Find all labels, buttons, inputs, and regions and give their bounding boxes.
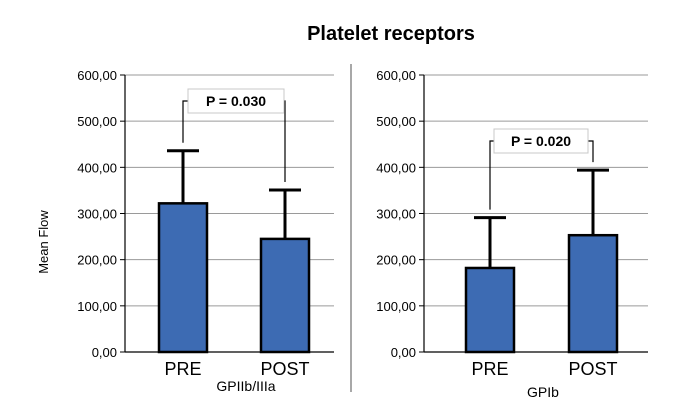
- x-axis-label: GPIb: [527, 384, 559, 400]
- chart-panel-2: 0,00 100,00 200,00 300,00 400,00 500,00 600,00…: [376, 68, 648, 400]
- bar-post: [259, 237, 311, 354]
- x-tick-label: POST: [568, 359, 617, 379]
- y-tick-label: 600,00: [376, 68, 416, 83]
- bracket-right: [588, 140, 594, 163]
- y-tick-label: 0,00: [391, 345, 416, 360]
- y-tick-label: 200,00: [376, 253, 416, 268]
- y-tick-label: 200,00: [77, 253, 117, 268]
- chart-panel-1: 0,00 100,00 200,00 300,00 400,00 500,00 600,00…: [77, 68, 334, 394]
- chart-panels: 0,00 100,00 200,00 300,00 400,00 500,00 600,00…: [77, 68, 648, 400]
- y-tick-label: 100,00: [376, 299, 416, 314]
- y-tick-label: 100,00: [77, 299, 117, 314]
- bracket-left: [182, 100, 188, 143]
- bracket-left: [489, 140, 494, 210]
- y-tick-label: 300,00: [376, 207, 416, 222]
- x-tick-label: POST: [260, 359, 309, 379]
- y-tick-label: 300,00: [77, 207, 117, 222]
- y-axis-label: Mean Flow: [36, 210, 51, 274]
- x-tick-label: PRE: [164, 359, 201, 379]
- y-tick-label: 400,00: [77, 160, 117, 175]
- x-axis-label: GPIIb/IIIa: [216, 378, 275, 394]
- p-value-box: [493, 128, 589, 154]
- bar-post: [567, 233, 619, 354]
- y-tick-label: 500,00: [77, 114, 117, 129]
- chart-title: Platelet receptors: [307, 23, 475, 45]
- p-value-box: [187, 88, 285, 114]
- bar-pre: [157, 202, 209, 354]
- y-tick-label: 500,00: [376, 114, 416, 129]
- p-value-label: P = 0.030: [206, 93, 266, 109]
- x-tick-label: PRE: [471, 359, 508, 379]
- y-tick-label: 600,00: [77, 68, 117, 83]
- bar-pre: [464, 266, 516, 354]
- p-value-label: P = 0.020: [511, 133, 571, 149]
- y-tick-label: 0,00: [92, 345, 117, 360]
- y-tick-label: 400,00: [376, 160, 416, 175]
